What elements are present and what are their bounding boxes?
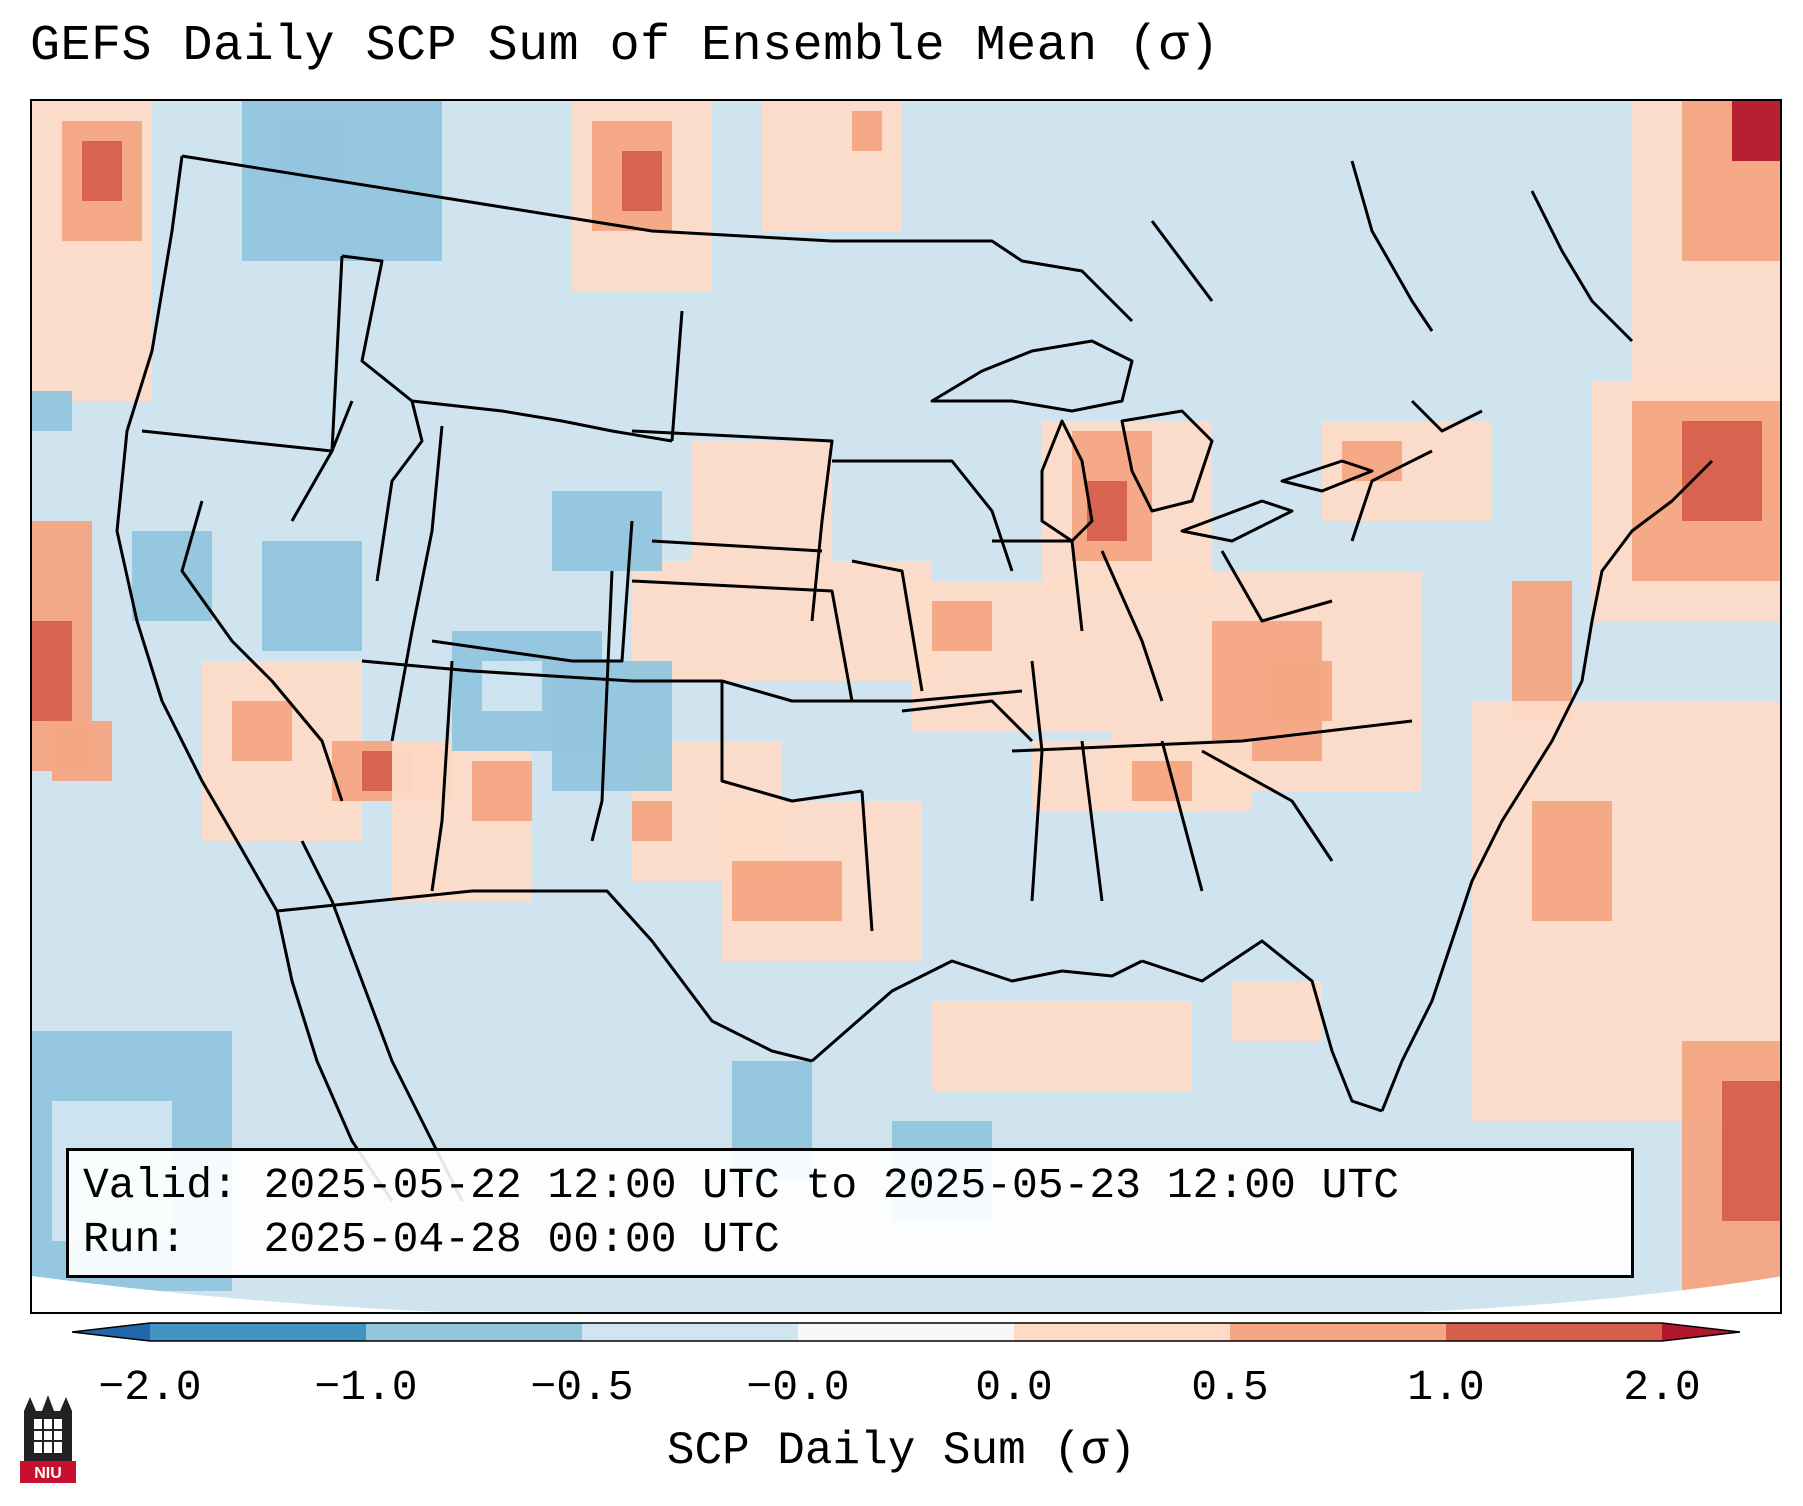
negative-anomaly-patch	[32, 391, 72, 431]
positive-anomaly-patch	[932, 1001, 1192, 1091]
negative-anomaly-patch	[482, 661, 542, 711]
positive-anomaly-patch	[52, 721, 112, 781]
colorbar-extend-right	[1662, 1323, 1740, 1341]
positive-anomaly-patch	[1682, 421, 1762, 521]
colorbar-tick-label: −0.0	[746, 1363, 850, 1412]
colorbar-bin	[1014, 1323, 1230, 1341]
positive-anomaly-patch	[1732, 101, 1780, 161]
positive-anomaly-patch	[1272, 661, 1332, 721]
colorbar-label: SCP Daily Sum (σ)	[666, 1425, 1137, 1477]
colorbar-tick-label: −1.0	[314, 1363, 418, 1412]
logo-text: NIU	[34, 1465, 62, 1482]
projection-edge	[1416, 1276, 1780, 1312]
colorbar-tick-label: 0.5	[1191, 1363, 1269, 1412]
positive-anomaly-patch	[32, 621, 72, 721]
colorbar-bin	[582, 1323, 798, 1341]
colorbar-tick-label: −2.0	[98, 1363, 202, 1412]
positive-anomaly-patch	[472, 761, 532, 821]
colorbar-bin	[366, 1323, 582, 1341]
run-time-line: Run: 2025-04-28 00:00 UTC	[83, 1215, 780, 1264]
positive-anomaly-patch	[852, 111, 882, 151]
colorbar-bin	[150, 1323, 366, 1341]
positive-anomaly-patch	[1232, 981, 1322, 1041]
positive-anomaly-patch	[732, 861, 842, 921]
colorbar-bin	[798, 1323, 1014, 1341]
positive-anomaly-patch	[622, 151, 662, 211]
positive-anomaly-patch	[632, 801, 672, 841]
colorbar-tick-label: 1.0	[1407, 1363, 1485, 1412]
positive-anomaly-patch	[692, 441, 832, 561]
colorbar-bin	[1446, 1323, 1662, 1341]
positive-anomaly-patch	[932, 601, 992, 651]
positive-anomaly-patch	[82, 141, 122, 201]
negative-anomaly-patch	[282, 121, 342, 181]
projection-edge	[32, 1276, 443, 1312]
colorbar-extend-left	[72, 1323, 150, 1341]
map-canvas	[32, 101, 1780, 1312]
colorbar	[72, 1322, 1741, 1342]
positive-anomaly-patch	[632, 561, 932, 681]
colorbar-tick-label: 2.0	[1623, 1363, 1701, 1412]
colorbar-tick-label: 0.0	[975, 1363, 1053, 1412]
positive-anomaly-patch	[1722, 1081, 1780, 1221]
valid-time-line: Valid: 2025-05-22 12:00 UTC to 2025-05-2…	[83, 1161, 1400, 1210]
negative-anomaly-patch	[552, 491, 662, 571]
negative-anomaly-patch	[262, 541, 362, 651]
negative-anomaly-patch	[552, 661, 672, 791]
colorbar-bin	[1230, 1323, 1446, 1341]
positive-anomaly-patch	[1342, 441, 1402, 481]
positive-anomaly-patch	[1532, 801, 1612, 921]
niu-logo: NIU	[20, 1395, 76, 1483]
map-panel	[30, 99, 1782, 1314]
positive-anomaly-patch	[1087, 481, 1127, 541]
positive-anomaly-patch	[1132, 761, 1192, 801]
map-title: GEFS Daily SCP Sum of Ensemble Mean (σ)	[30, 18, 1220, 75]
positive-anomaly-patch	[1512, 581, 1572, 721]
positive-anomaly-patch	[232, 701, 292, 761]
colorbar-tick-label: −0.5	[530, 1363, 634, 1412]
valid-run-info-box: Valid: 2025-05-22 12:00 UTC to 2025-05-2…	[66, 1148, 1634, 1278]
negative-anomaly-patch	[132, 531, 212, 621]
